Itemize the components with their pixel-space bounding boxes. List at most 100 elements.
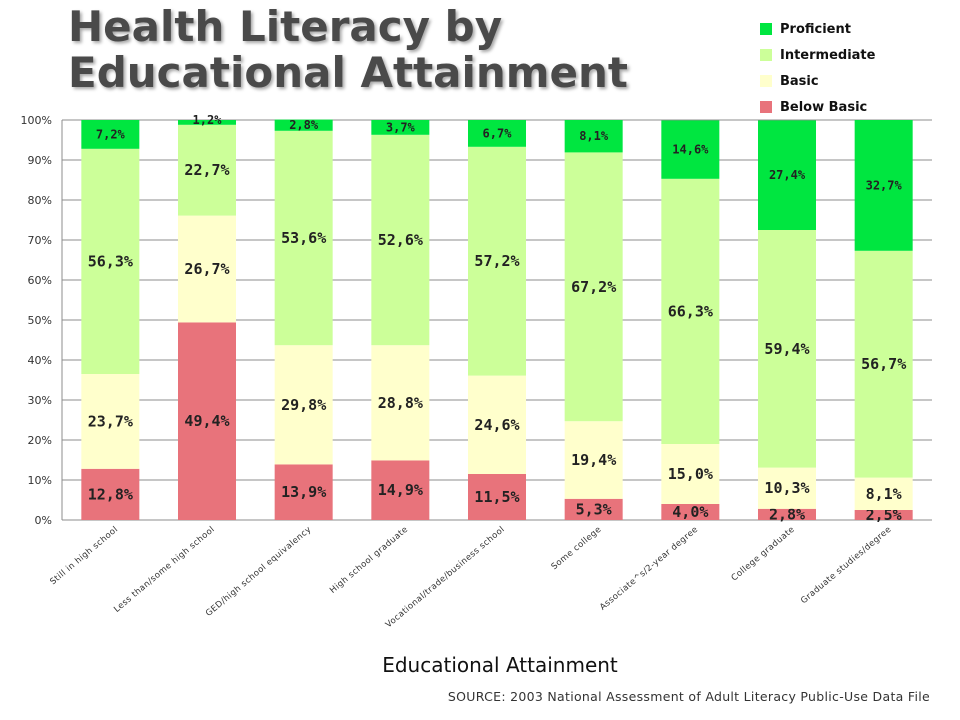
data-label: 10,3% bbox=[764, 479, 809, 497]
bar-segment-basic bbox=[564, 421, 623, 499]
data-label: 26,7% bbox=[184, 260, 229, 278]
data-label: 14,6% bbox=[672, 143, 709, 157]
bar-segment-intermediate bbox=[274, 130, 333, 346]
data-label: 66,3% bbox=[668, 302, 713, 320]
bar-segment-proficient bbox=[178, 120, 236, 125]
bar-segment-proficient bbox=[274, 119, 333, 131]
legend-label-proficient: Proficient bbox=[780, 21, 851, 37]
bar-segment-proficient bbox=[758, 120, 816, 230]
y-tick-label: 70% bbox=[28, 234, 52, 247]
data-label: 22,7% bbox=[184, 161, 229, 179]
y-tick-label: 40% bbox=[28, 354, 52, 367]
bar-segment-basic bbox=[371, 345, 430, 461]
x-tick-label: Graduate studies/degree bbox=[799, 525, 893, 607]
bar-segment-intermediate bbox=[371, 134, 430, 346]
data-label: 1,2% bbox=[193, 113, 223, 127]
bar-segment-intermediate bbox=[468, 146, 526, 376]
data-label: 2,8% bbox=[289, 118, 319, 132]
bar-segment-proficient bbox=[81, 120, 140, 149]
legend-item-below-basic: Below Basic bbox=[760, 94, 875, 120]
data-label: 7,2% bbox=[96, 127, 126, 141]
y-tick-label: 10% bbox=[28, 474, 52, 487]
source-note: SOURCE: 2003 National Assessment of Adul… bbox=[447, 689, 930, 704]
bar-segment-proficient bbox=[854, 120, 913, 251]
data-label: 19,4% bbox=[571, 451, 616, 469]
data-label: 15,0% bbox=[668, 465, 713, 483]
bar-segment-intermediate bbox=[661, 178, 720, 445]
bar-segment-below-basic bbox=[371, 460, 430, 520]
data-label: 4,0% bbox=[672, 503, 708, 521]
y-tick-label: 0% bbox=[35, 514, 52, 527]
data-label: 3,7% bbox=[386, 120, 416, 134]
y-tick-label: 20% bbox=[28, 434, 52, 447]
data-label: 14,9% bbox=[378, 481, 423, 499]
bar-segment-below-basic bbox=[758, 508, 816, 520]
x-tick-label: Still in high school bbox=[48, 525, 120, 588]
data-label: 8,1% bbox=[866, 485, 902, 503]
data-label: 13,9% bbox=[281, 483, 326, 501]
data-label: 67,2% bbox=[571, 278, 616, 296]
x-axis-title: Educational Attainment bbox=[382, 653, 618, 677]
data-label: 29,8% bbox=[281, 396, 326, 414]
x-tick-label: College graduate bbox=[730, 525, 797, 584]
bar-segment-basic bbox=[758, 467, 816, 509]
y-tick-label: 30% bbox=[28, 394, 52, 407]
bar-segment-proficient bbox=[661, 120, 720, 179]
bar-segment-below-basic bbox=[274, 464, 333, 520]
bar-segment-below-basic bbox=[854, 510, 913, 520]
bar-segment-basic bbox=[274, 345, 333, 465]
legend-label-below-basic: Below Basic bbox=[780, 99, 868, 115]
legend-item-proficient: Proficient bbox=[760, 16, 875, 42]
legend-swatch-below-basic bbox=[760, 101, 772, 113]
bar-segment-intermediate bbox=[178, 124, 236, 216]
data-label: 59,4% bbox=[764, 340, 809, 358]
data-label: 53,6% bbox=[281, 229, 326, 247]
legend-swatch-proficient bbox=[760, 23, 772, 35]
bar-segment-proficient bbox=[371, 120, 430, 135]
y-tick-label: 60% bbox=[28, 274, 52, 287]
bar-segment-intermediate bbox=[564, 152, 623, 422]
data-label: 23,7% bbox=[88, 412, 133, 430]
data-label: 57,2% bbox=[474, 252, 519, 270]
x-tick-label: Associate^s/2-year degree bbox=[598, 525, 700, 613]
chart-title-line-1: Health Literacy by bbox=[68, 2, 503, 51]
legend-item-intermediate: Intermediate bbox=[760, 42, 875, 68]
bar-segment-proficient bbox=[468, 120, 526, 147]
bar-segment-proficient bbox=[564, 120, 623, 153]
legend-swatch-intermediate bbox=[760, 49, 772, 61]
data-label: 56,3% bbox=[88, 252, 133, 270]
data-label: 56,7% bbox=[861, 355, 906, 373]
data-label: 24,6% bbox=[474, 416, 519, 434]
x-tick-label: Vocational/trade/business school bbox=[384, 525, 507, 631]
bar-segment-basic bbox=[81, 374, 140, 469]
x-tick-label: High school graduate bbox=[328, 525, 410, 596]
data-label: 49,4% bbox=[184, 412, 229, 430]
x-tick-label: Some college bbox=[550, 525, 604, 573]
bar-segment-below-basic bbox=[468, 474, 526, 520]
bar-segment-intermediate bbox=[854, 250, 913, 478]
legend-item-basic: Basic bbox=[760, 68, 875, 94]
data-label: 2,8% bbox=[769, 505, 805, 523]
data-label: 32,7% bbox=[866, 178, 903, 192]
legend-label-basic: Basic bbox=[780, 73, 819, 89]
y-tick-label: 50% bbox=[28, 314, 52, 327]
data-label: 6,7% bbox=[483, 126, 513, 140]
bar-segment-basic bbox=[468, 375, 526, 474]
y-tick-label: 90% bbox=[28, 154, 52, 167]
y-tick-label: 100% bbox=[21, 114, 52, 127]
bar-segment-below-basic bbox=[661, 504, 720, 520]
x-tick-label: GED/high school equivalency bbox=[204, 525, 314, 619]
bar-segment-below-basic bbox=[564, 498, 623, 520]
chart-title-line-2: Educational Attainment bbox=[68, 48, 629, 97]
chart-title: Health Literacy by Educational Attainmen… bbox=[68, 4, 628, 96]
data-label: 11,5% bbox=[474, 488, 519, 506]
legend-swatch-basic bbox=[760, 75, 772, 87]
data-label: 8,1% bbox=[579, 129, 609, 143]
bar-segment-intermediate bbox=[81, 148, 140, 374]
bar-segment-below-basic bbox=[81, 468, 140, 520]
data-label: 52,6% bbox=[378, 231, 423, 249]
bar-segment-below-basic bbox=[178, 322, 236, 520]
legend-label-intermediate: Intermediate bbox=[780, 47, 876, 63]
bar-segment-intermediate bbox=[758, 230, 816, 468]
